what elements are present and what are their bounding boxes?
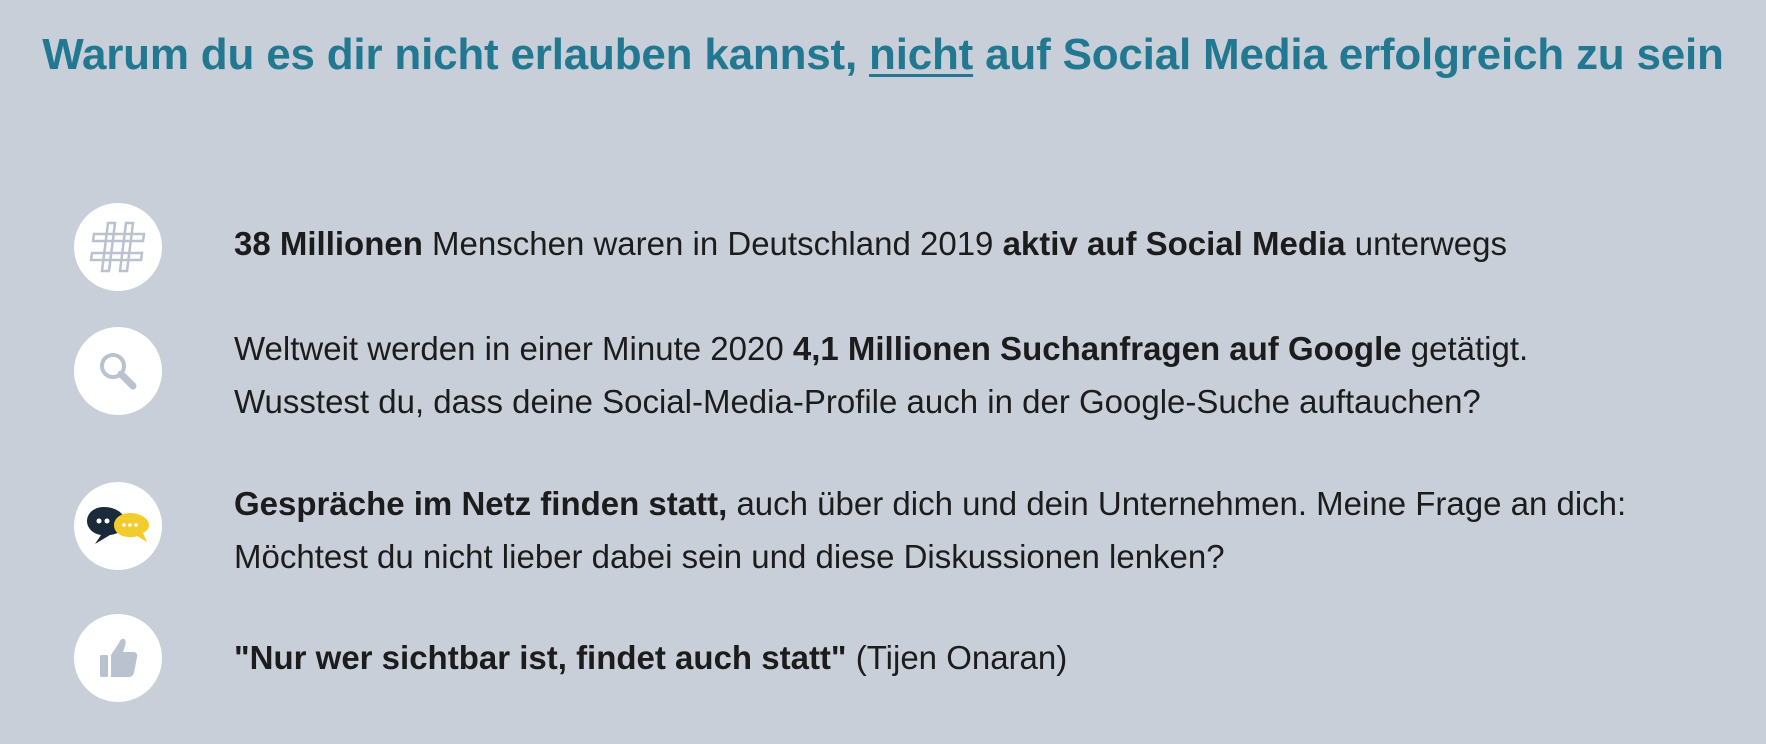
- fact-line: "Nur wer sichtbar ist, findet auch statt…: [234, 631, 1714, 684]
- page-title: Warum du es dir nicht erlauben kannst, n…: [0, 30, 1766, 80]
- hashtag-icon: [74, 203, 162, 291]
- fact-line: Möchtest du nicht lieber dabei sein und …: [234, 530, 1714, 583]
- search-icon: [74, 327, 162, 415]
- text-run: 38 Millionen: [234, 225, 423, 262]
- text-run: Möchtest du nicht lieber dabei sein und …: [234, 538, 1225, 575]
- fact-line: Gespräche im Netz finden statt, auch übe…: [234, 477, 1714, 530]
- title-part-2: auf Social Media erfolgreich zu sein: [973, 30, 1724, 79]
- text-run: Gespräche im Netz finden statt,: [234, 485, 728, 522]
- quote-text: "Nur wer sichtbar ist, findet auch statt…: [234, 639, 847, 676]
- fact-text: "Nur wer sichtbar ist, findet auch statt…: [234, 631, 1714, 684]
- text-run: Wusstest du, dass deine Social-Media-Pro…: [234, 383, 1481, 420]
- fact-line: 38 Millionen Menschen waren in Deutschla…: [234, 217, 1714, 270]
- text-run: Weltweit werden in einer Minute 2020: [234, 330, 793, 367]
- text-run: getätigt.: [1401, 330, 1529, 367]
- chat-bubbles-icon: [74, 482, 162, 570]
- fact-text: Weltweit werden in einer Minute 2020 4,1…: [234, 322, 1714, 428]
- thumbs-up-icon: [74, 614, 162, 702]
- title-underlined-word: nicht: [869, 30, 974, 79]
- text-run: 4,1 Millionen Suchanfragen auf Google: [792, 330, 1402, 367]
- text-run: auch über dich und dein Unternehmen. Mei…: [727, 485, 1627, 522]
- quote-author: (Tijen Onaran): [846, 639, 1068, 676]
- fact-line: Weltweit werden in einer Minute 2020 4,1…: [234, 322, 1714, 375]
- fact-text: Gespräche im Netz finden statt, auch übe…: [234, 477, 1714, 583]
- text-run: Menschen waren in Deutschland 2019: [422, 225, 1003, 262]
- fact-line: Wusstest du, dass deine Social-Media-Pro…: [234, 375, 1714, 428]
- text-run: unterwegs: [1345, 225, 1507, 262]
- text-run: aktiv auf Social Media: [1002, 225, 1346, 262]
- fact-text: 38 Millionen Menschen waren in Deutschla…: [234, 217, 1714, 270]
- title-part-1: Warum du es dir nicht erlauben kannst,: [42, 30, 870, 79]
